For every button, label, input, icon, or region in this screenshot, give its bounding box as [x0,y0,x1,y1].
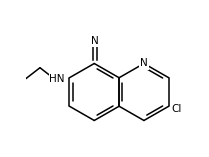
Text: N: N [140,59,148,68]
Text: N: N [91,36,99,46]
Text: Cl: Cl [172,104,182,114]
Text: HN: HN [49,73,65,84]
